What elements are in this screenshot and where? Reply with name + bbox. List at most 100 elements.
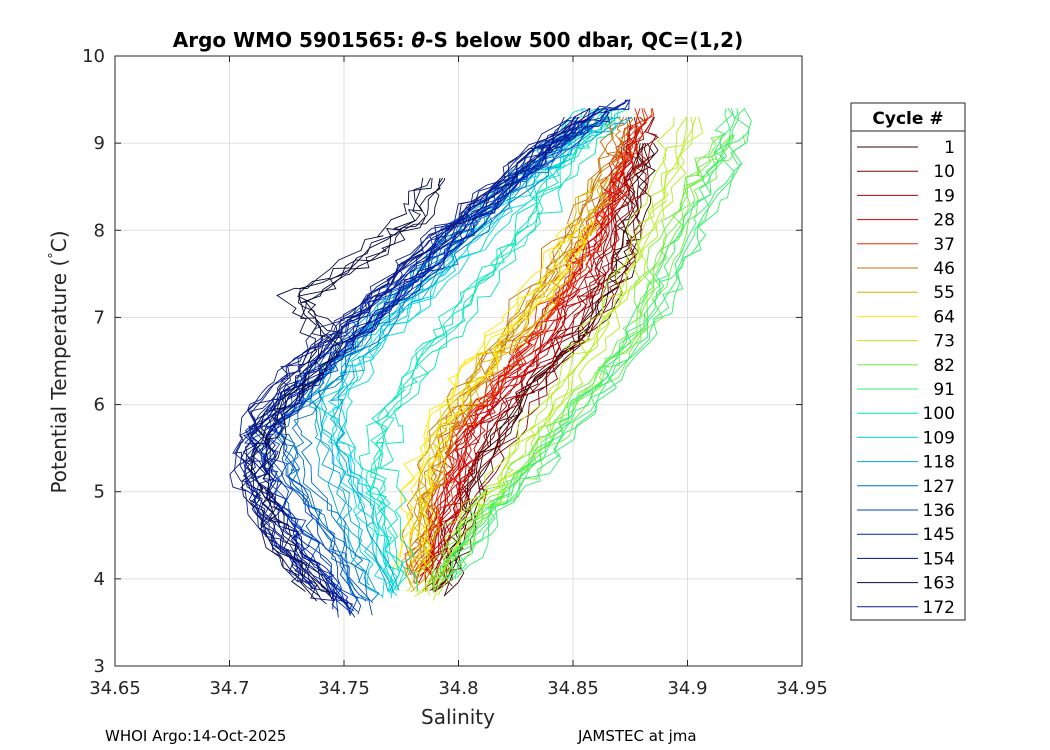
x-tick-label: 34.7 <box>209 678 249 699</box>
profile-line <box>417 116 687 594</box>
legend-label: 28 <box>933 211 955 231</box>
profile-line <box>433 134 734 588</box>
legend-label: 37 <box>933 235 955 255</box>
legend-item: 1 <box>857 138 955 158</box>
y-axis-label-unit: C) <box>47 230 71 252</box>
y-tick-label: 10 <box>82 46 105 67</box>
profile-line <box>422 177 611 592</box>
legend-item: 145 <box>857 525 955 545</box>
profile-line <box>327 107 600 599</box>
profile-line <box>416 221 595 571</box>
series-cycle-127 <box>274 116 610 604</box>
series-cycle-91 <box>439 107 752 583</box>
series-cycle-172 <box>229 116 580 591</box>
profile-line <box>448 108 740 583</box>
profile-line <box>456 107 750 578</box>
profile-line <box>447 108 731 580</box>
profile-line <box>234 116 575 585</box>
profile-line <box>332 108 602 592</box>
x-axis-ticks: 34.65 34.7 34.75 34.8 34.85 34.9 34.95 <box>89 56 828 699</box>
x-tick-label: 34.75 <box>318 678 370 699</box>
profile-line <box>229 116 565 584</box>
x-axis-label: Salinity <box>421 705 495 729</box>
profile-line <box>439 108 734 575</box>
legend-label: 136 <box>923 501 955 521</box>
y-tick-label: 7 <box>94 307 105 328</box>
legend-label: 145 <box>923 525 955 545</box>
profile-line <box>416 177 610 593</box>
chart-title-theta: θ <box>411 28 425 52</box>
x-tick-label: 34.65 <box>89 678 141 699</box>
legend-item: 136 <box>857 501 955 521</box>
profile-line <box>430 108 655 572</box>
profile-line <box>243 116 577 584</box>
profile-line <box>276 116 593 601</box>
profile-line <box>435 151 630 578</box>
profile-line <box>418 221 594 570</box>
legend-item: 82 <box>857 356 955 376</box>
chart-title-prefix: Argo WMO 5901565: <box>173 28 412 52</box>
profile-line <box>300 116 607 584</box>
x-tick-label: 34.8 <box>438 678 478 699</box>
profile-line <box>420 108 653 569</box>
profile-line <box>264 99 631 615</box>
profile-line <box>249 125 576 616</box>
profile-line <box>400 177 592 591</box>
series-cycle-100 <box>358 107 630 592</box>
profile-line <box>429 125 645 583</box>
legend-label: 154 <box>923 549 955 569</box>
y-axis-label-degree: ° <box>47 252 62 259</box>
y-tick-label: 8 <box>94 220 105 241</box>
profile-line <box>293 116 610 602</box>
profile-line <box>245 177 432 602</box>
profile-line <box>406 221 579 573</box>
profile-line <box>418 125 642 584</box>
legend-item: 10 <box>857 162 955 182</box>
profile-line <box>422 151 626 577</box>
legend-item: 19 <box>857 186 955 206</box>
legend-label: 19 <box>933 186 955 206</box>
legend-label: 163 <box>923 574 955 594</box>
y-axis-label: Potential Temperature (°C) <box>47 230 71 493</box>
legend-items: 1 10 19 28 37 46 55 64 73 82 91 100 109 118 127 136 145 1… <box>857 138 955 618</box>
y-tick-label: 3 <box>94 656 105 677</box>
profile-line <box>267 177 445 600</box>
legend-label: 172 <box>923 598 955 618</box>
profile-line <box>335 116 633 593</box>
profile-line <box>365 107 610 590</box>
profile-line <box>260 99 630 618</box>
profile-line <box>404 177 594 586</box>
legend-item: 109 <box>857 428 955 448</box>
legend-label: 10 <box>933 162 955 182</box>
profile-line <box>371 107 615 592</box>
legend-item: 91 <box>857 380 955 400</box>
legend-item: 73 <box>857 332 955 352</box>
profile-line <box>251 177 433 597</box>
legend-item: 55 <box>857 283 955 303</box>
profile-line <box>391 221 573 570</box>
legend-item: 163 <box>857 574 955 594</box>
series-cycle-73 <box>406 116 704 601</box>
series-cycle-64 <box>391 221 595 573</box>
legend-label: 46 <box>933 259 955 279</box>
profile-line <box>291 116 605 604</box>
profile-line <box>412 108 646 569</box>
chart-title: Argo WMO 5901565: θ-S below 500 dbar, QC… <box>173 28 743 52</box>
legend: Cycle # 1 10 19 28 37 46 55 64 73 82 91 100 109 118 12… <box>850 102 966 621</box>
profile-line <box>415 151 618 584</box>
profile-line <box>344 108 608 596</box>
legend-label: 64 <box>933 307 955 327</box>
footer-left: WHOI Argo:14-Oct-2025 <box>105 727 286 745</box>
profile-line <box>432 125 650 589</box>
legend-label: 100 <box>923 404 955 424</box>
legend-item: 127 <box>857 477 955 497</box>
legend-item: 100 <box>857 404 955 424</box>
legend-label: 118 <box>923 453 955 473</box>
profile-line <box>253 177 441 593</box>
legend-item: 37 <box>857 235 955 255</box>
profile-line <box>437 116 704 596</box>
legend-label: 1 <box>944 138 955 158</box>
legend-item: 118 <box>857 453 955 473</box>
legend-title: Cycle # <box>872 109 943 129</box>
